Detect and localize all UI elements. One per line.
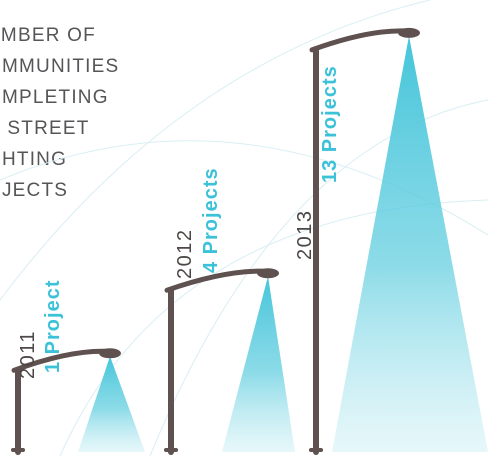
project-count-label: 13 Projects bbox=[319, 65, 341, 183]
street-light-bar bbox=[309, 27, 488, 455]
title-line: OMPLETING bbox=[0, 87, 109, 108]
lamp-arm bbox=[11, 348, 109, 373]
pole-base bbox=[309, 448, 323, 452]
street-light-bar bbox=[11, 348, 145, 455]
title-line: OJECTS bbox=[0, 180, 69, 201]
lamp-head bbox=[257, 268, 279, 279]
title-line: OMMUNITIES bbox=[0, 56, 120, 77]
year-label: 2013 bbox=[294, 209, 316, 261]
project-count-label: 1 Project bbox=[42, 279, 64, 373]
title-line: UMBER OF bbox=[0, 25, 96, 46]
year-label: 2011 bbox=[17, 329, 39, 379]
chart-title: UMBER OF OMMUNITIES OMPLETING D STREET G… bbox=[0, 20, 119, 206]
street-light-bar bbox=[164, 268, 295, 455]
light-beam bbox=[78, 356, 145, 452]
lamp-head bbox=[99, 348, 121, 359]
light-beam bbox=[332, 35, 488, 453]
light-beam bbox=[222, 276, 295, 452]
title-line: D STREET bbox=[0, 118, 90, 139]
project-count-label: 4 Projects bbox=[200, 167, 222, 273]
year-label: 2012 bbox=[174, 228, 196, 280]
title-line: GHTING bbox=[0, 149, 68, 170]
lamp-arm bbox=[309, 28, 408, 53]
pole-base bbox=[11, 448, 25, 452]
pole-base bbox=[164, 448, 178, 452]
lamp-head bbox=[398, 27, 420, 38]
lamp-arm bbox=[164, 268, 267, 293]
